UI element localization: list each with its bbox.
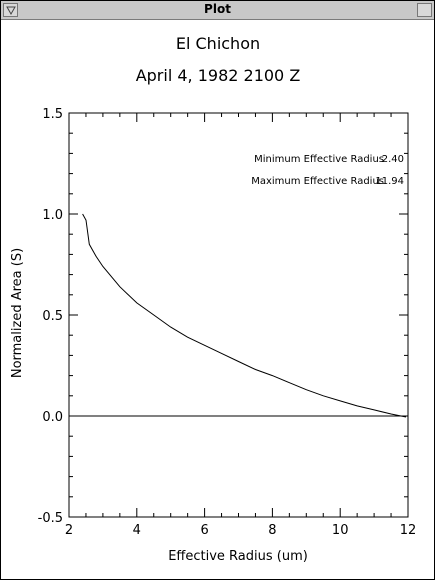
chart-title: El Chichon [176,34,260,53]
x-tick-label: 10 [332,523,349,538]
axis-tick-labels: 2 4 6 8 10 12 1.5 1.0 0.5 0.0 -0.5 [38,107,417,538]
x-tick-label: 4 [133,523,141,538]
y-tick-label: 0.5 [42,309,63,324]
series-line [82,213,407,418]
annotation-label: Maximum Effective Radius [251,176,384,187]
annotation-value: 11.94 [375,176,404,187]
chart-subtitle: April 4, 1982 2100 Z [136,66,301,85]
window-title: Plot [204,2,231,16]
annotation-label: Minimum Effective Radius [254,154,384,165]
axis-ticks [68,112,409,518]
x-axis-label: Effective Radius (um) [168,549,308,564]
down-triangle-icon [6,6,16,15]
y-tick-label: 1.5 [42,107,63,122]
plot-axes [68,112,409,518]
x-tick-label: 6 [200,523,208,538]
x-tick-label: 2 [65,523,73,538]
x-tick-label: 12 [400,523,417,538]
y-axis-label: Normalized Area (S) [10,248,25,378]
series-group [69,213,408,418]
window-titlebar[interactable]: Plot [1,1,434,20]
plot-canvas: El Chichon April 4, 1982 2100 Z 2 4 6 8 10 12… [10,34,417,564]
x-tick-label: 8 [268,523,276,538]
y-tick-label: 0.0 [42,410,63,425]
y-tick-label: 1.0 [42,208,63,223]
plot-frame [68,112,409,518]
annotation-value: 2.40 [382,154,404,165]
y-tick-label: -0.5 [38,511,63,526]
window-resize-icon[interactable] [417,3,432,17]
window-menu-icon[interactable] [3,3,18,17]
